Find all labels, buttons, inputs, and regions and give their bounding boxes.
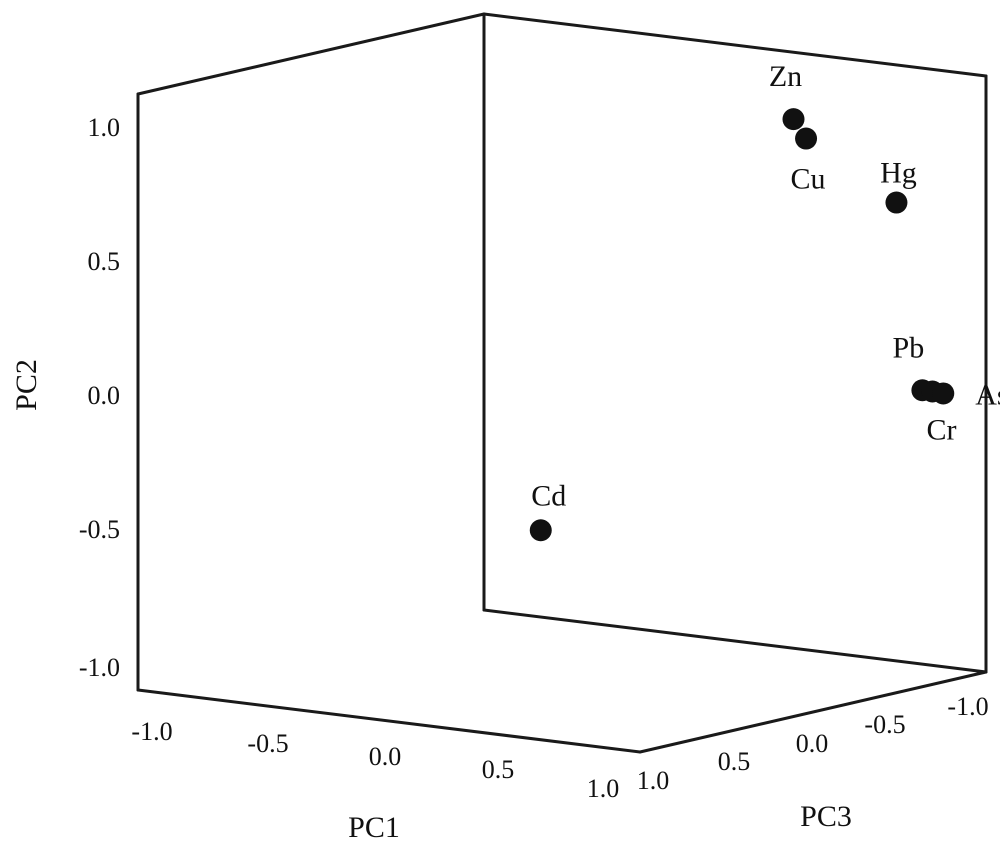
pc2-tick-label: 0.0 bbox=[88, 381, 121, 410]
data-point-zn: Zn bbox=[769, 60, 805, 131]
pc2-tick-labels: 1.0 0.5 0.0 -0.5 -1.0 bbox=[79, 113, 120, 682]
data-point-cu: Cu bbox=[791, 127, 826, 196]
point-label: Hg bbox=[880, 157, 917, 190]
pc3-axis-label: PC3 bbox=[800, 800, 852, 833]
pc1-tick-label: -0.5 bbox=[247, 729, 288, 758]
top-left-edge bbox=[136, 12, 486, 96]
pc3-tick-label: -0.5 bbox=[864, 710, 905, 739]
point-label: Cu bbox=[791, 163, 826, 196]
pc2-tick-label: -1.0 bbox=[79, 653, 120, 682]
point-marker bbox=[529, 519, 552, 542]
pc1-tick-labels: -1.0 -0.5 0.0 0.5 1.0 bbox=[131, 717, 619, 803]
pc2-axis-label: PC2 bbox=[10, 359, 43, 411]
floor-back-edge bbox=[482, 608, 988, 674]
data-points: Zn Cu Hg Pb Cr As Cd bbox=[529, 60, 1000, 542]
floor-right-edge bbox=[638, 670, 988, 754]
point-label: Pb bbox=[893, 331, 925, 364]
data-point-hg: Hg bbox=[880, 157, 917, 214]
top-back-edge bbox=[482, 12, 988, 78]
pc2-tick-label: 0.5 bbox=[88, 247, 121, 276]
pc3-tick-labels: 1.0 0.5 0.0 -0.5 -1.0 bbox=[637, 692, 989, 795]
pc3-tick-label: -1.0 bbox=[947, 692, 988, 721]
floor-front-edge bbox=[136, 688, 642, 754]
point-marker bbox=[782, 108, 805, 131]
pc3-tick-label: 0.5 bbox=[718, 747, 751, 776]
point-label: As bbox=[975, 378, 1000, 411]
pc1-tick-label: 0.5 bbox=[482, 755, 515, 784]
data-point-cd: Cd bbox=[529, 479, 566, 542]
point-label: Cd bbox=[531, 479, 566, 512]
pc2-tick-label: -0.5 bbox=[79, 515, 120, 544]
pc1-tick-label: 1.0 bbox=[587, 774, 620, 803]
pc3-tick-label: 1.0 bbox=[637, 766, 670, 795]
pc1-axis-label: PC1 bbox=[348, 811, 400, 844]
data-point-as: As bbox=[932, 378, 1000, 411]
pc2-tick-label: 1.0 bbox=[88, 113, 121, 142]
pc1-tick-label: -1.0 bbox=[131, 717, 172, 746]
pc3-tick-label: 0.0 bbox=[796, 729, 829, 758]
point-marker bbox=[932, 382, 955, 405]
point-marker bbox=[885, 191, 908, 214]
pc1-tick-label: 0.0 bbox=[369, 742, 402, 771]
point-label: Zn bbox=[769, 60, 802, 93]
point-marker bbox=[795, 127, 818, 150]
cube-frame bbox=[136, 12, 988, 754]
point-label: Cr bbox=[926, 413, 956, 446]
